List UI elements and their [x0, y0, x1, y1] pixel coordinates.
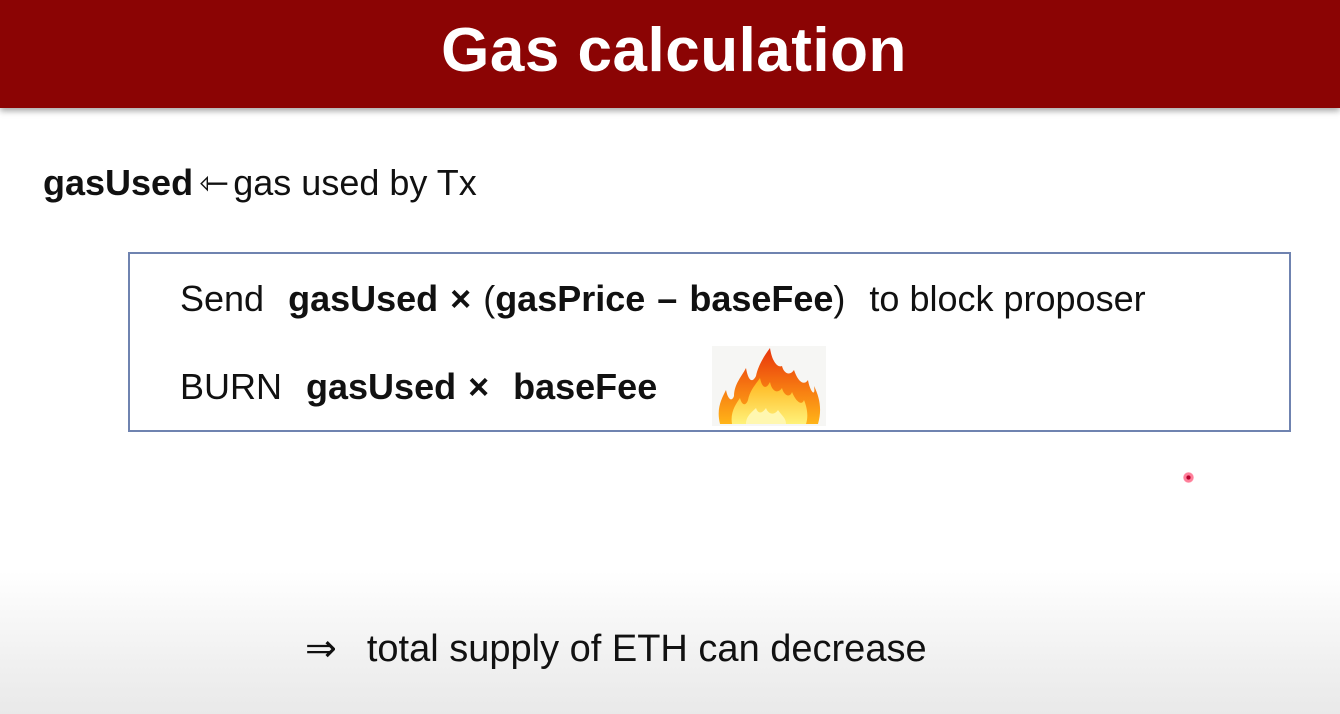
send-row: Send gasUsed × (gasPrice – baseFee) to block p…: [180, 278, 1146, 320]
open-paren: (: [483, 278, 496, 319]
burn-basefee: baseFee: [513, 366, 658, 407]
send-basefee: baseFee: [689, 278, 834, 319]
send-gasused: gasUsed: [288, 278, 439, 319]
send-times: ×: [450, 278, 472, 319]
send-suffix: to block proposer: [869, 278, 1146, 319]
definition-description: gas used by Tx: [233, 162, 477, 203]
assign-arrow: ⇽: [199, 162, 230, 203]
definition-line: gasUsed ⇽ gas used by Tx: [43, 162, 477, 204]
laser-pointer-dot: [1183, 472, 1194, 483]
burn-times: ×: [468, 366, 490, 407]
slide-title: Gas calculation: [441, 15, 907, 85]
implies-symbol: ⇒: [305, 628, 337, 670]
send-minus: –: [657, 278, 678, 319]
title-bar: Gas calculation: [0, 0, 1340, 108]
conclusion-line: ⇒ total supply of ETH can decrease: [305, 626, 927, 671]
burn-verb: BURN: [180, 366, 283, 407]
burn-row: BURN gasUsed × baseFee: [180, 366, 657, 408]
burn-gasused: gasUsed: [306, 366, 457, 407]
close-paren: ): [833, 278, 846, 319]
conclusion-text: total supply of ETH can decrease: [366, 628, 927, 670]
send-verb: Send: [180, 278, 265, 319]
send-gasprice: gasPrice: [495, 278, 646, 319]
fee-box: Send gasUsed × (gasPrice – baseFee) to block p…: [128, 252, 1291, 432]
fire-icon: [712, 346, 826, 426]
definition-term: gasUsed: [43, 162, 194, 203]
